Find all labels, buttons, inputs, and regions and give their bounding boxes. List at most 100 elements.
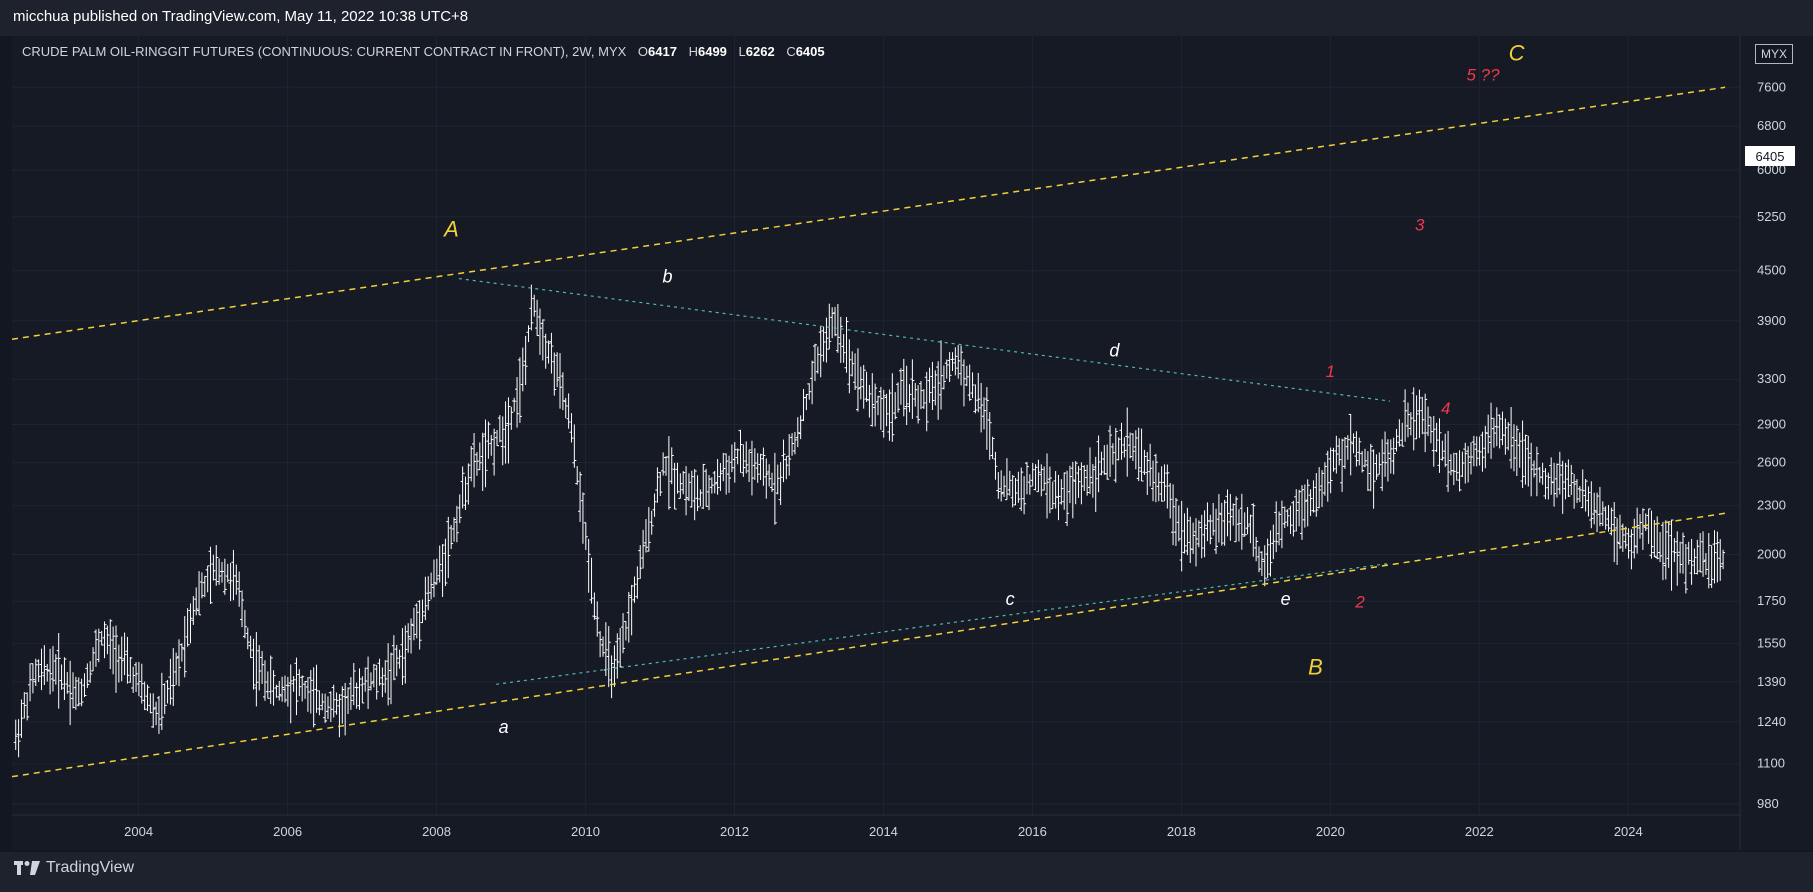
ohlc-bar	[575, 466, 580, 485]
x-tick-label: 2022	[1465, 824, 1494, 839]
ohlc-bar	[595, 601, 600, 637]
chart-pane[interactable]	[12, 36, 1813, 850]
ohlc-bar	[643, 519, 648, 553]
ohlc-bar	[749, 440, 754, 496]
ohlc-bar	[1231, 503, 1236, 526]
high-value: 6499	[697, 44, 727, 59]
ohlc-bar	[257, 645, 262, 691]
ohlc-bar	[1093, 456, 1098, 512]
ohlc-bar	[145, 684, 150, 712]
currency-button[interactable]: MYX	[1755, 44, 1793, 64]
tradingview-logo[interactable]: TradingView	[14, 859, 134, 877]
y-tick-label: 1100	[1757, 756, 1785, 771]
x-tick-label: 2004	[124, 824, 153, 839]
a-e-trendline-line	[496, 562, 1391, 685]
ohlc-bar	[280, 676, 285, 702]
ohlc-bar	[214, 545, 219, 586]
ohlc-bar	[921, 389, 926, 409]
wave-label: C	[1509, 41, 1525, 66]
ohlc-bar	[721, 452, 726, 482]
ohlc-bar	[240, 590, 245, 628]
ohlc-bar	[787, 434, 792, 476]
ohlc-bar	[1600, 501, 1605, 527]
ohlc-bar	[242, 609, 247, 639]
ohlc-bar	[1546, 472, 1551, 500]
y-tick-label: 2000	[1757, 546, 1786, 561]
ohlc-bar	[792, 431, 797, 455]
ohlc-bar	[1188, 516, 1193, 564]
ohlc-bar	[68, 660, 73, 726]
ohlc-bar	[119, 636, 124, 682]
ohlc-bar	[162, 683, 167, 715]
ohlc-bar	[205, 565, 210, 593]
ohlc-bar	[1345, 435, 1350, 460]
y-tick-label: 3300	[1757, 371, 1786, 386]
ohlc-bar	[1383, 431, 1388, 477]
ohlc-bar	[1173, 497, 1178, 546]
ohlc-bar	[1216, 494, 1221, 543]
ohlc-bar	[1030, 462, 1035, 487]
ohlc-bar	[348, 677, 353, 710]
wave-label: a	[499, 717, 509, 737]
ohlc-bar	[1417, 389, 1422, 438]
wave-label: 2	[1354, 592, 1365, 611]
ohlc-bar	[1635, 507, 1640, 554]
ohlc-bar	[646, 507, 651, 552]
ohlc-bar	[1090, 463, 1095, 498]
ohlc-bar	[512, 397, 517, 412]
ohlc-bar	[1122, 437, 1127, 458]
ohlc-bar	[1196, 520, 1201, 548]
ohlc-bar	[457, 494, 462, 524]
ohlc-bar	[1557, 451, 1562, 495]
ohlc-bar	[271, 670, 276, 706]
ohlc-bar	[810, 360, 815, 405]
ohlc-bar	[758, 453, 763, 481]
ohlc-bar	[1589, 481, 1594, 529]
ohlc-bar	[509, 406, 514, 430]
ohlc-bar	[1363, 448, 1368, 468]
ohlc-bar	[1405, 402, 1410, 438]
ohlc-bar	[833, 306, 838, 337]
ohlc-bar	[1162, 464, 1167, 502]
ohlc-bar	[1257, 546, 1262, 573]
low-value: 6262	[745, 44, 775, 59]
ohlc-bar	[664, 456, 669, 476]
ohlc-bar	[1526, 435, 1531, 487]
ohlc-bar	[864, 371, 869, 402]
ohlc-bar	[990, 436, 995, 459]
ohlc-bar	[724, 453, 729, 495]
y-tick-label: 4500	[1757, 263, 1786, 278]
ohlc-bar	[16, 719, 21, 758]
ohlc-bar	[1692, 548, 1697, 575]
ohlc-bar	[941, 365, 946, 390]
ohlc-bar	[878, 386, 883, 430]
ohlc-bar	[1549, 457, 1554, 495]
ohlc-bar	[1308, 489, 1313, 517]
ohlc-bar	[1185, 507, 1190, 556]
ohlc-bar	[666, 436, 671, 510]
ohlc-bar	[265, 671, 270, 699]
ohlc-bar	[1274, 501, 1279, 553]
ohlc-bar	[850, 351, 855, 377]
ohlc-bar	[1658, 532, 1663, 563]
ohlc-bar	[901, 358, 906, 417]
ohlc-bar	[1219, 502, 1224, 546]
ohlc-bar	[460, 466, 465, 509]
ohlc-bar	[1076, 466, 1081, 498]
ohlc-bar	[1151, 460, 1156, 502]
ohlc-bar	[308, 669, 313, 714]
ohlc-bar	[440, 544, 445, 597]
ohlc-bar	[1532, 460, 1537, 478]
ohlc-bar	[1082, 465, 1087, 491]
ohlc-bar	[1511, 424, 1516, 472]
ohlc-bar	[1059, 479, 1064, 505]
ohlc-bar	[692, 469, 697, 521]
ohlc-bar	[1586, 486, 1591, 517]
ohlc-bar	[1706, 533, 1711, 589]
ohlc-bar	[42, 645, 47, 686]
ohlc-bar	[1340, 438, 1345, 492]
ohlc-bar	[1529, 442, 1534, 497]
tradingview-logo-icon	[14, 861, 40, 875]
ohlc-bar	[1640, 508, 1645, 550]
